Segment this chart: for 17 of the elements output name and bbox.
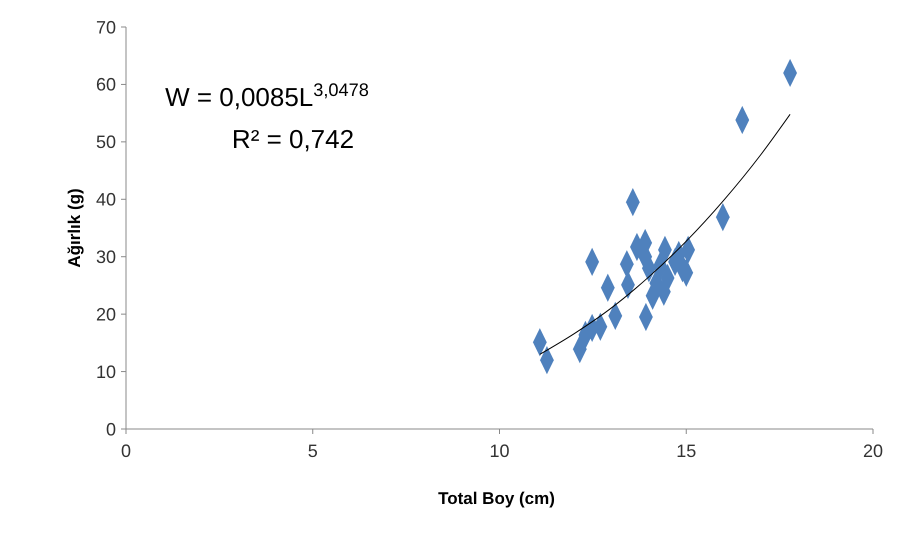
annotation: W = 0,0085L$^{3,0478}$ xyxy=(165,80,369,112)
x-tick-label: 10 xyxy=(489,441,510,461)
y-tick-label: 60 xyxy=(96,74,116,95)
x-tick-label: 15 xyxy=(676,441,696,461)
annotation: R² = 0,742 xyxy=(232,124,354,154)
y-tick-label: 20 xyxy=(96,304,116,324)
y-tick-label: 30 xyxy=(96,247,116,268)
x-tick-label: 5 xyxy=(308,441,318,461)
x-tick-label: 20 xyxy=(862,441,884,461)
y-tick-label: 10 xyxy=(96,362,116,382)
x-axis-title: Total Boy (cm) xyxy=(438,489,555,508)
y-tick-label: 0 xyxy=(106,419,116,440)
x-tick-label: 0 xyxy=(120,441,132,461)
y-tick-label: 70 xyxy=(96,17,116,38)
y-tick-label: 50 xyxy=(96,132,116,152)
y-axis-title: Ağırlık (g) xyxy=(65,188,84,268)
y-tick-label: 40 xyxy=(96,190,116,210)
